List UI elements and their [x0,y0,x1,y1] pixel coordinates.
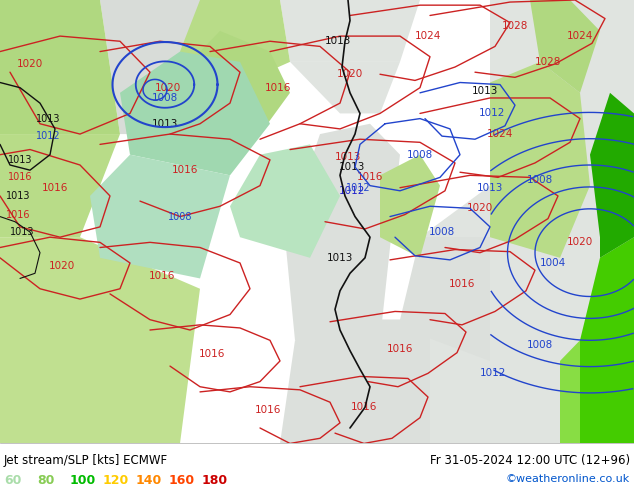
Text: 1020: 1020 [567,237,593,247]
Text: 1016: 1016 [265,83,291,93]
Text: 1012: 1012 [339,186,365,196]
Polygon shape [590,93,634,258]
Text: 1020: 1020 [49,261,75,271]
Text: 1016: 1016 [172,165,198,175]
Text: 1013: 1013 [339,162,365,172]
Polygon shape [285,124,400,341]
Polygon shape [290,62,400,114]
Polygon shape [490,62,590,258]
Text: 1013: 1013 [335,152,361,162]
Polygon shape [280,0,420,62]
Polygon shape [580,237,634,443]
Text: 1016: 1016 [351,402,377,413]
Text: 1028: 1028 [502,21,528,31]
Text: 1013: 1013 [8,155,32,165]
Text: 100: 100 [70,474,96,487]
Polygon shape [0,237,200,443]
Polygon shape [0,134,120,237]
Text: 1020: 1020 [337,69,363,79]
Text: ©weatheronline.co.uk: ©weatheronline.co.uk [506,474,630,484]
Text: Jet stream/SLP [kts] ECMWF: Jet stream/SLP [kts] ECMWF [4,454,168,466]
Text: 80: 80 [37,474,55,487]
Text: 1013: 1013 [325,36,351,46]
Polygon shape [230,145,340,258]
Polygon shape [530,0,600,93]
Polygon shape [0,0,120,134]
Text: 1012: 1012 [480,368,506,378]
Polygon shape [400,186,490,443]
Text: 1016: 1016 [42,183,68,193]
Polygon shape [200,31,290,134]
Text: 1008: 1008 [152,93,178,103]
Text: 1008: 1008 [527,175,553,186]
Polygon shape [100,0,240,134]
Text: 1013: 1013 [10,227,34,237]
Text: 1008: 1008 [407,149,433,160]
Text: 1016: 1016 [357,172,383,182]
Text: 1028: 1028 [535,57,561,67]
Polygon shape [280,319,430,443]
Text: 1013: 1013 [472,86,498,96]
Polygon shape [380,237,490,361]
Text: 1008: 1008 [168,212,192,221]
Text: 1013: 1013 [36,114,60,123]
Text: 1020: 1020 [467,203,493,213]
Text: 1016: 1016 [255,405,281,416]
Polygon shape [180,0,290,93]
Text: 1008: 1008 [429,227,455,237]
Text: 1013: 1013 [6,191,30,201]
Text: 180: 180 [202,474,228,487]
Text: 1013: 1013 [477,183,503,193]
Text: 1016: 1016 [149,271,175,281]
Text: 1004: 1004 [540,258,566,268]
Text: 1016: 1016 [8,172,32,182]
Polygon shape [560,341,580,443]
Text: 1012: 1012 [479,108,505,119]
Text: 1016: 1016 [6,210,30,220]
Text: 1016: 1016 [387,343,413,354]
Text: 1016: 1016 [449,279,476,289]
Text: 1020: 1020 [17,59,43,69]
Text: 1012: 1012 [346,183,370,193]
Text: 140: 140 [136,474,162,487]
Text: 60: 60 [4,474,22,487]
Text: 1013: 1013 [327,253,353,263]
Text: 1024: 1024 [415,31,441,41]
Polygon shape [90,155,230,278]
Polygon shape [380,155,440,258]
Text: 160: 160 [169,474,195,487]
Text: Fr 31-05-2024 12:00 UTC (12+96): Fr 31-05-2024 12:00 UTC (12+96) [430,454,630,466]
Polygon shape [490,0,634,443]
Text: 1020: 1020 [155,83,181,93]
Text: 1024: 1024 [487,129,513,139]
Text: 1024: 1024 [567,31,593,41]
Text: 120: 120 [103,474,129,487]
Polygon shape [120,51,270,175]
Text: 1012: 1012 [36,131,60,141]
Text: 1016: 1016 [199,349,225,359]
Text: 1013: 1013 [152,119,178,129]
Text: 1008: 1008 [527,341,553,350]
